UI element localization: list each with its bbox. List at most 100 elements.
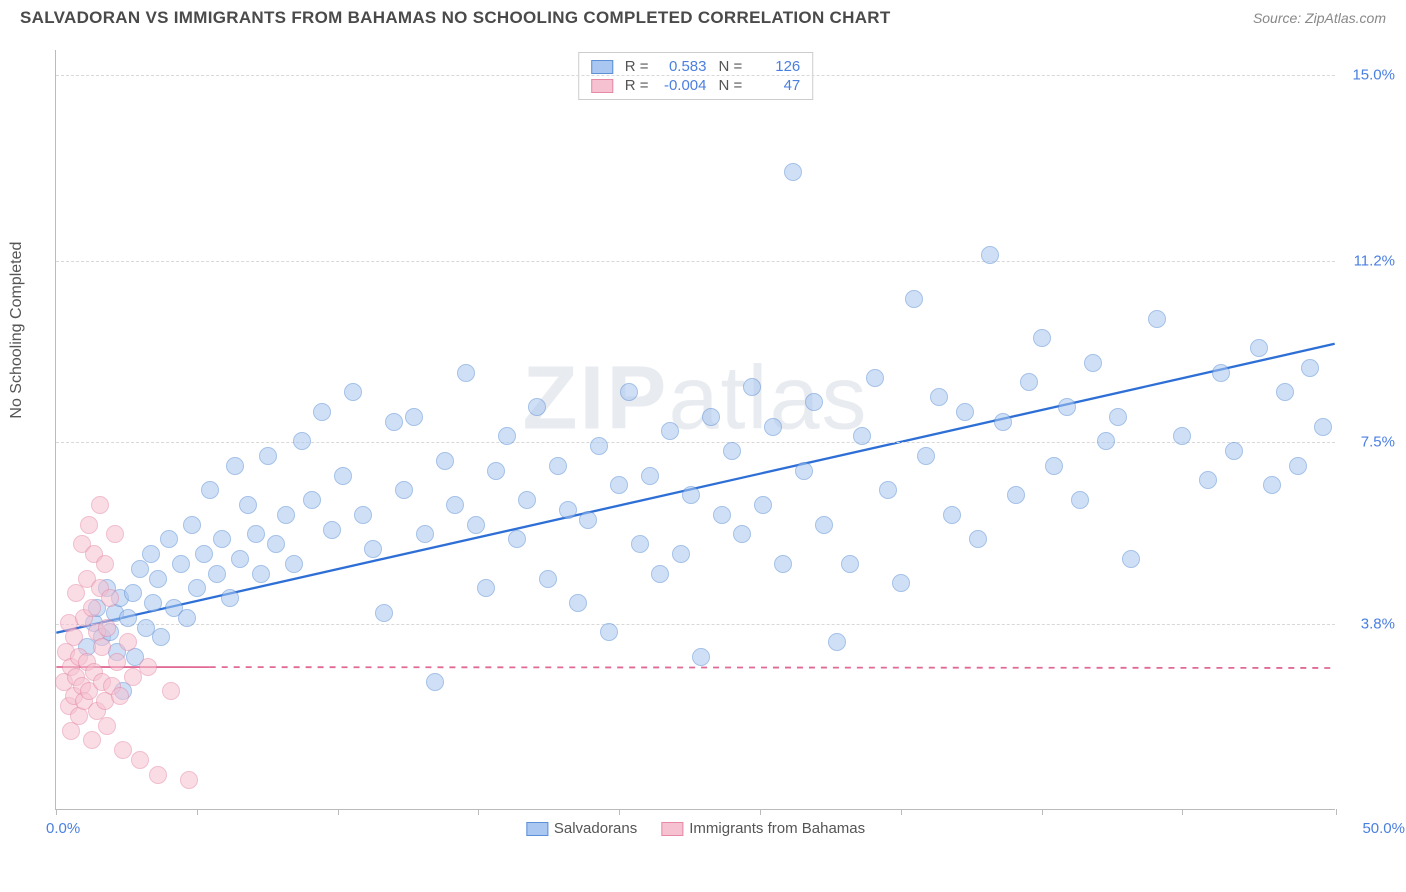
data-point xyxy=(83,599,101,617)
x-tick xyxy=(1042,809,1043,815)
data-point xyxy=(559,501,577,519)
chart-area: No Schooling Completed ZIPatlas R =0.583… xyxy=(55,50,1385,840)
data-point xyxy=(416,525,434,543)
data-point xyxy=(252,565,270,583)
data-point xyxy=(91,496,109,514)
y-tick-label: 11.2% xyxy=(1354,252,1395,269)
data-point xyxy=(213,530,231,548)
data-point xyxy=(149,570,167,588)
data-point xyxy=(518,491,536,509)
data-point xyxy=(733,525,751,543)
data-point xyxy=(702,408,720,426)
x-tick xyxy=(760,809,761,815)
data-point xyxy=(754,496,772,514)
data-point xyxy=(795,462,813,480)
x-axis-max-label: 50.0% xyxy=(1362,820,1405,837)
stats-row: R =0.583N =126 xyxy=(591,57,801,76)
data-point xyxy=(549,457,567,475)
data-point xyxy=(303,491,321,509)
data-point xyxy=(80,516,98,534)
n-label: N = xyxy=(719,58,743,75)
data-point xyxy=(221,589,239,607)
data-point xyxy=(231,550,249,568)
data-point xyxy=(83,731,101,749)
data-point xyxy=(930,388,948,406)
data-point xyxy=(247,525,265,543)
data-point xyxy=(651,565,669,583)
data-point xyxy=(487,462,505,480)
data-point xyxy=(259,447,277,465)
data-point xyxy=(239,496,257,514)
data-point xyxy=(879,481,897,499)
data-point xyxy=(956,403,974,421)
data-point xyxy=(498,427,516,445)
data-point xyxy=(713,506,731,524)
data-point xyxy=(152,628,170,646)
data-point xyxy=(364,540,382,558)
gridline xyxy=(56,442,1335,443)
data-point xyxy=(917,447,935,465)
y-tick-label: 3.8% xyxy=(1361,615,1395,632)
data-point xyxy=(354,506,372,524)
x-tick xyxy=(1182,809,1183,815)
data-point xyxy=(111,687,129,705)
data-point xyxy=(981,246,999,264)
data-point xyxy=(467,516,485,534)
data-point xyxy=(285,555,303,573)
data-point xyxy=(661,422,679,440)
data-point xyxy=(226,457,244,475)
data-point xyxy=(579,511,597,529)
data-point xyxy=(375,604,393,622)
data-point xyxy=(528,398,546,416)
data-point xyxy=(1250,339,1268,357)
data-point xyxy=(682,486,700,504)
data-point xyxy=(590,437,608,455)
data-point xyxy=(334,467,352,485)
data-point xyxy=(692,648,710,666)
data-point xyxy=(1289,457,1307,475)
r-value: 0.583 xyxy=(657,58,707,75)
data-point xyxy=(1263,476,1281,494)
series-legend: SalvadoransImmigrants from Bahamas xyxy=(526,820,865,837)
data-point xyxy=(743,378,761,396)
data-point xyxy=(183,516,201,534)
trend-lines xyxy=(56,50,1335,809)
r-label: R = xyxy=(625,58,649,75)
legend-item: Immigrants from Bahamas xyxy=(661,820,865,837)
x-axis-min-label: 0.0% xyxy=(46,820,80,837)
data-point xyxy=(853,427,871,445)
stats-row: R =-0.004N =47 xyxy=(591,76,801,95)
data-point xyxy=(405,408,423,426)
gridline xyxy=(56,624,1335,625)
data-point xyxy=(98,619,116,637)
data-point xyxy=(600,623,618,641)
data-point xyxy=(815,516,833,534)
data-point xyxy=(144,594,162,612)
data-point xyxy=(631,535,649,553)
data-point xyxy=(672,545,690,563)
data-point xyxy=(180,771,198,789)
data-point xyxy=(774,555,792,573)
plot-area: ZIPatlas R =0.583N =126R =-0.004N =47 0.… xyxy=(55,50,1335,810)
data-point xyxy=(385,413,403,431)
x-tick xyxy=(619,809,620,815)
n-value: 47 xyxy=(750,77,800,94)
data-point xyxy=(1314,418,1332,436)
data-point xyxy=(208,565,226,583)
legend-label: Immigrants from Bahamas xyxy=(689,820,865,837)
stats-legend-box: R =0.583N =126R =-0.004N =47 xyxy=(578,52,814,100)
data-point xyxy=(108,653,126,671)
data-point xyxy=(828,633,846,651)
data-point xyxy=(620,383,638,401)
data-point xyxy=(1199,471,1217,489)
data-point xyxy=(539,570,557,588)
data-point xyxy=(106,525,124,543)
y-axis-label: No Schooling Completed xyxy=(8,242,26,419)
data-point xyxy=(436,452,454,470)
data-point xyxy=(277,506,295,524)
data-point xyxy=(162,682,180,700)
data-point xyxy=(178,609,196,627)
data-point xyxy=(114,741,132,759)
data-point xyxy=(969,530,987,548)
legend-swatch xyxy=(526,822,548,836)
